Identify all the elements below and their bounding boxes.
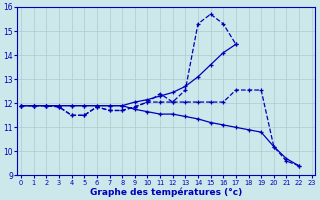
X-axis label: Graphe des températures (°c): Graphe des températures (°c) — [90, 187, 243, 197]
